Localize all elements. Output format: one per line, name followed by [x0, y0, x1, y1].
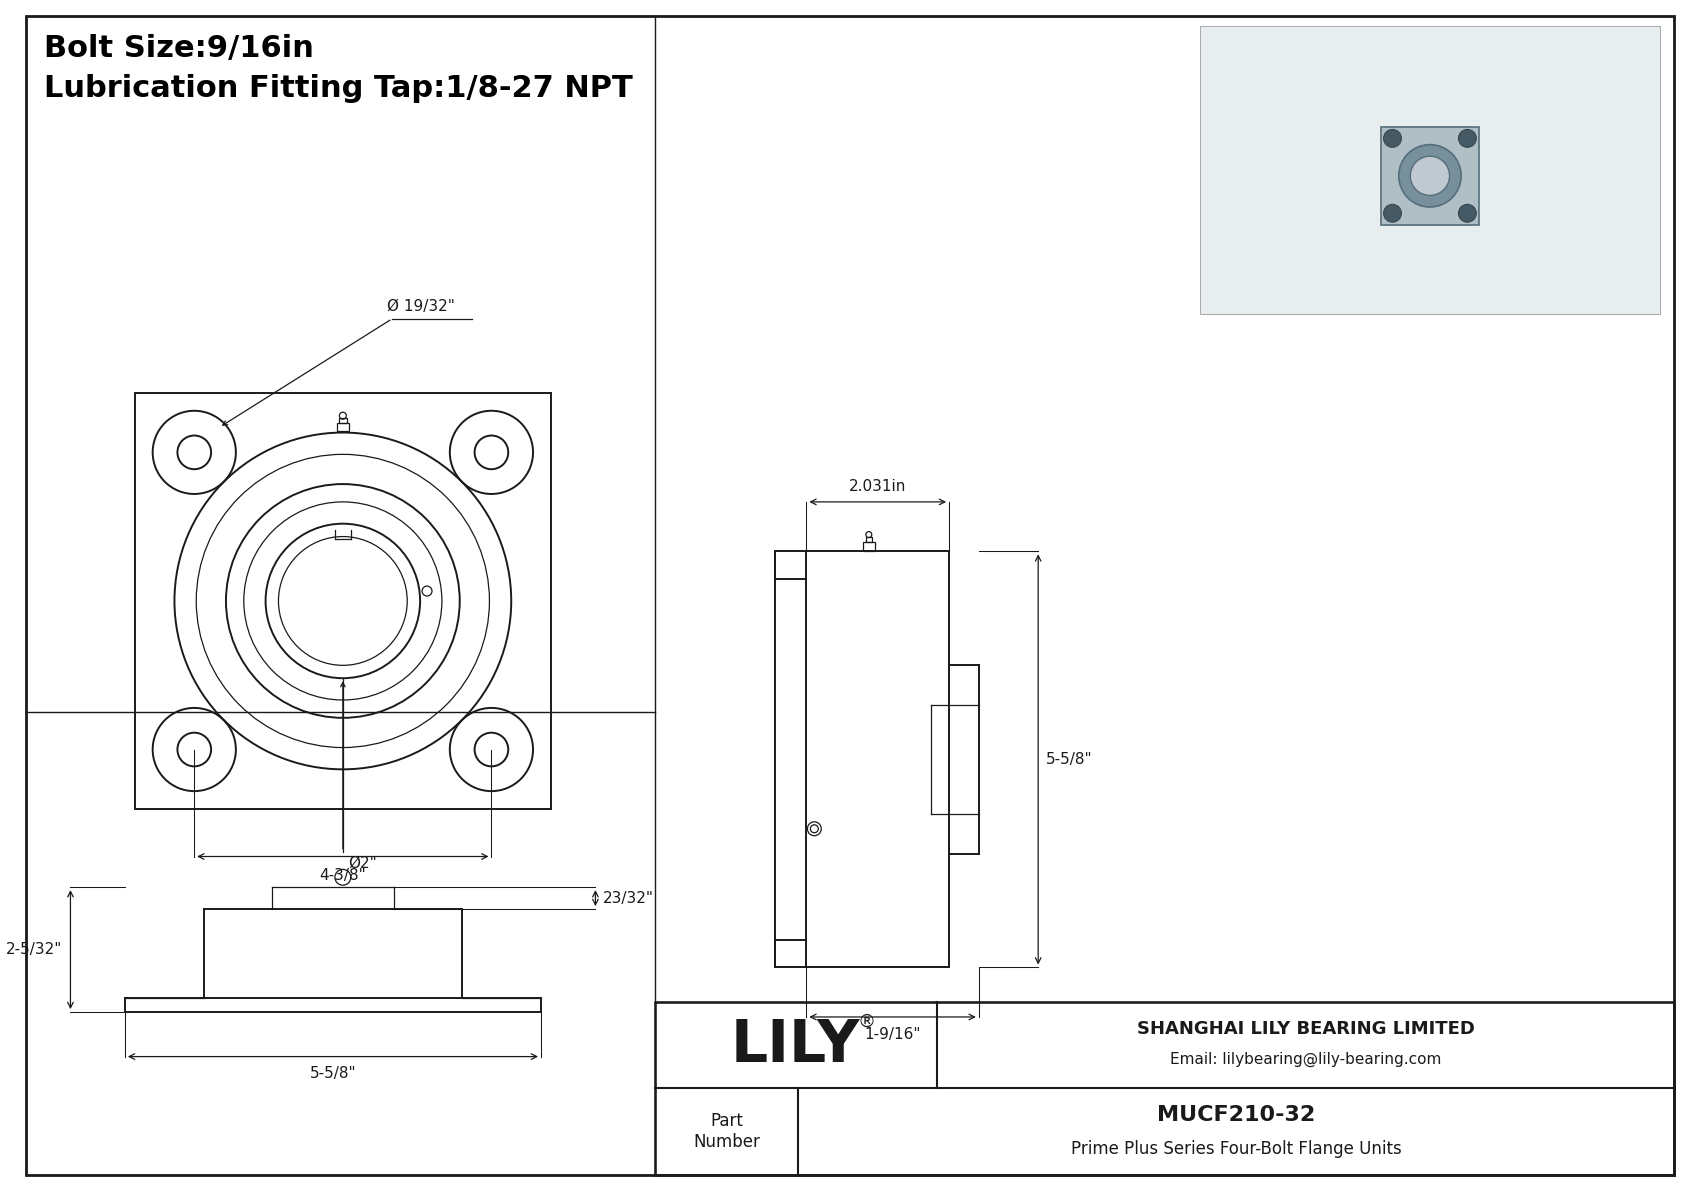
Text: ®: ® — [857, 1012, 876, 1030]
Bar — [338, 418, 347, 423]
Text: Email: lilybearing@lily-bearing.com: Email: lilybearing@lily-bearing.com — [1170, 1052, 1442, 1067]
Text: 2.031in: 2.031in — [849, 479, 906, 494]
Text: Lubrication Fitting Tap:1/8-27 NPT: Lubrication Fitting Tap:1/8-27 NPT — [44, 74, 633, 102]
Text: Ø 19/32": Ø 19/32" — [387, 299, 455, 313]
Text: 2-5/32": 2-5/32" — [7, 942, 62, 958]
Text: 23/32": 23/32" — [603, 891, 655, 905]
Bar — [1199, 26, 1660, 313]
Bar — [135, 393, 551, 809]
Bar — [866, 537, 872, 542]
Text: 5-5/8": 5-5/8" — [310, 1066, 357, 1081]
Text: Prime Plus Series Four-Bolt Flange Units: Prime Plus Series Four-Bolt Flange Units — [1071, 1140, 1401, 1158]
Bar — [807, 551, 950, 967]
Circle shape — [1458, 130, 1477, 148]
Circle shape — [1384, 130, 1401, 148]
Circle shape — [1399, 144, 1462, 207]
Bar — [125, 998, 541, 1012]
Text: 1-9/16": 1-9/16" — [864, 1027, 921, 1042]
Text: LILY: LILY — [731, 1017, 861, 1074]
Text: 4-3/8": 4-3/8" — [320, 868, 365, 884]
Text: Part
Number: Part Number — [694, 1112, 759, 1152]
Text: Bolt Size:9/16in: Bolt Size:9/16in — [44, 35, 313, 63]
Bar — [862, 542, 874, 551]
Bar — [655, 1002, 1674, 1176]
Bar — [1381, 126, 1479, 225]
Text: Ø2": Ø2" — [349, 855, 377, 871]
Circle shape — [1458, 205, 1477, 223]
Circle shape — [1384, 205, 1401, 223]
Text: 5-5/8": 5-5/8" — [1046, 752, 1093, 767]
Text: SHANGHAI LILY BEARING LIMITED: SHANGHAI LILY BEARING LIMITED — [1137, 1021, 1475, 1039]
Circle shape — [1410, 156, 1450, 195]
Bar — [337, 423, 349, 431]
Text: MUCF210-32: MUCF210-32 — [1157, 1105, 1315, 1125]
